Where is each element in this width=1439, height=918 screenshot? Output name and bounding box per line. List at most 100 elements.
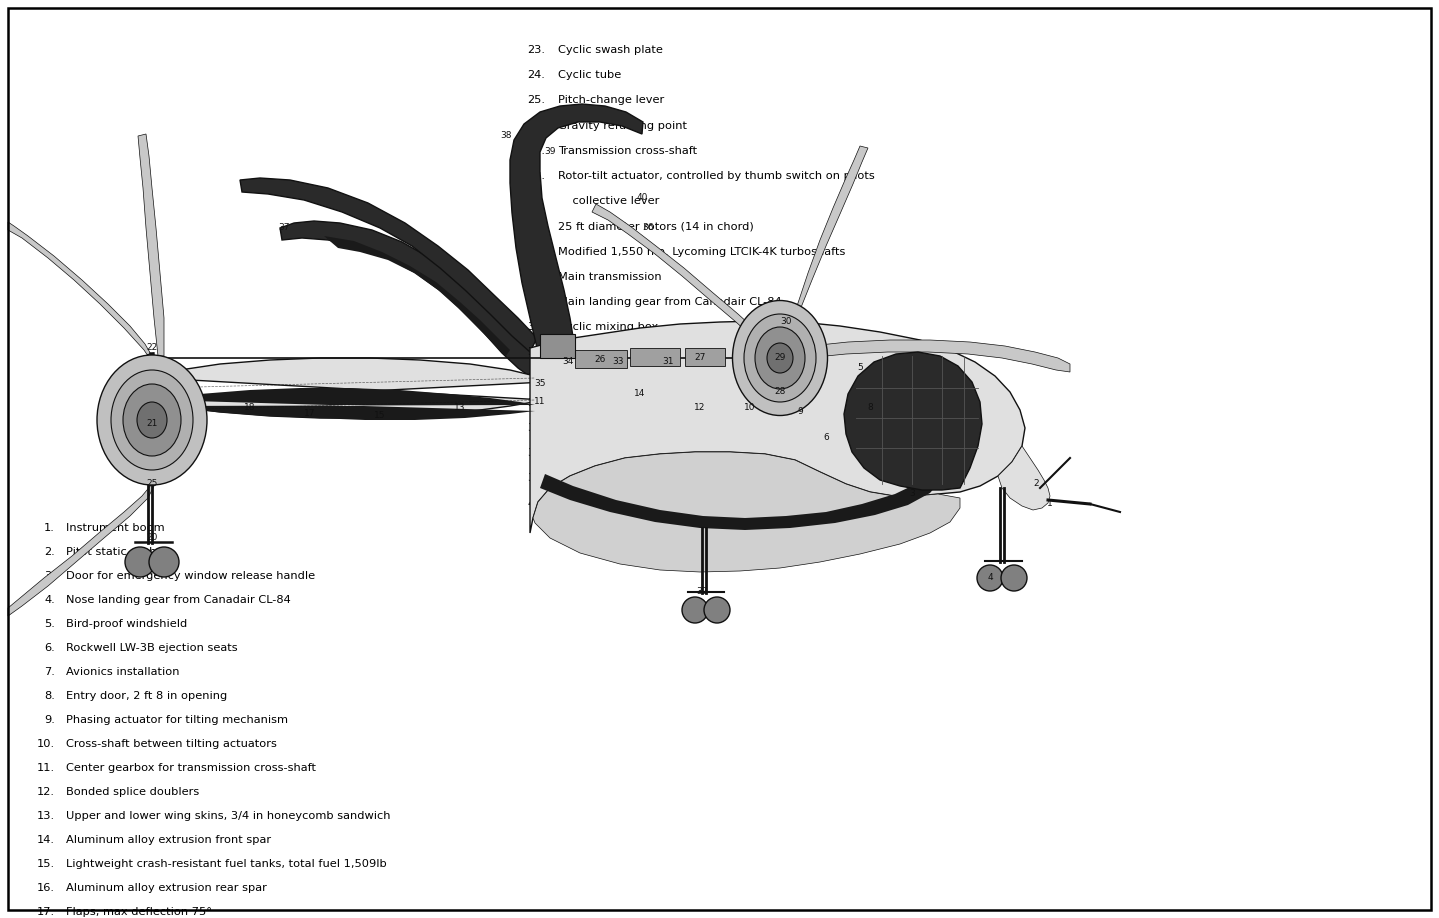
Text: 24.: 24. xyxy=(527,70,545,80)
Ellipse shape xyxy=(755,327,804,389)
Text: 27: 27 xyxy=(694,353,705,363)
Text: 29: 29 xyxy=(774,353,786,363)
Text: 11: 11 xyxy=(534,397,545,407)
Text: 30.: 30. xyxy=(527,247,545,257)
Text: 12: 12 xyxy=(694,404,705,412)
Text: Aluminum alloy extrusion rear spar: Aluminum alloy extrusion rear spar xyxy=(66,883,266,893)
Text: 33: 33 xyxy=(612,357,623,366)
Text: 35: 35 xyxy=(534,379,545,388)
Ellipse shape xyxy=(137,402,167,438)
Text: 17: 17 xyxy=(304,409,315,419)
Text: 8: 8 xyxy=(868,404,873,412)
Text: 11.: 11. xyxy=(37,763,55,773)
Text: 6: 6 xyxy=(823,433,829,442)
Text: 26: 26 xyxy=(594,355,606,364)
Polygon shape xyxy=(509,104,643,348)
Text: Nose landing gear from Canadair CL-84: Nose landing gear from Canadair CL-84 xyxy=(66,595,291,605)
Polygon shape xyxy=(532,452,960,572)
Polygon shape xyxy=(530,321,1025,533)
Text: Main landing gear from Canadair CL-84: Main landing gear from Canadair CL-84 xyxy=(558,297,781,307)
Text: 39: 39 xyxy=(544,148,555,156)
Text: 38.: 38. xyxy=(527,448,545,458)
Text: Navigation light: Navigation light xyxy=(558,498,649,509)
Text: Cross-shaft between tilting actuators: Cross-shaft between tilting actuators xyxy=(66,739,276,749)
Text: Anti-collision light: Anti-collision light xyxy=(558,397,661,408)
Text: 2.: 2. xyxy=(45,547,55,557)
Text: 28: 28 xyxy=(774,387,786,397)
Text: 39.: 39. xyxy=(527,474,545,484)
Text: Entry door, 2 ft 8 in opening: Entry door, 2 ft 8 in opening xyxy=(66,691,227,701)
Text: 32.: 32. xyxy=(527,297,545,307)
Text: Upper and lower wing skins, 3/4 in honeycomb sandwich: Upper and lower wing skins, 3/4 in honey… xyxy=(66,811,390,821)
Polygon shape xyxy=(155,358,545,418)
Text: 40: 40 xyxy=(636,194,648,203)
Polygon shape xyxy=(281,221,537,378)
Ellipse shape xyxy=(732,300,827,416)
Bar xyxy=(576,350,627,368)
Text: 18: 18 xyxy=(245,404,256,412)
Polygon shape xyxy=(591,204,776,356)
Text: Collective mixing box: Collective mixing box xyxy=(558,347,681,357)
Text: Main transmission: Main transmission xyxy=(558,272,662,282)
Text: 34.: 34. xyxy=(527,347,545,357)
Text: Modified 1,550 h.p. Lycoming LTCIK-4K turboshafts: Modified 1,550 h.p. Lycoming LTCIK-4K tu… xyxy=(558,247,845,257)
Text: Rotor-tilt actuator, controlled by thumb switch on pilots: Rotor-tilt actuator, controlled by thumb… xyxy=(558,171,875,181)
Text: Phasing actuator for tilting mechanism: Phasing actuator for tilting mechanism xyxy=(66,715,288,725)
Polygon shape xyxy=(845,352,981,490)
Text: Controls to cockpit via cabin floor: Controls to cockpit via cabin floor xyxy=(558,373,750,383)
Text: 13: 13 xyxy=(455,404,466,412)
Text: 35.: 35. xyxy=(527,373,545,383)
Text: 33.: 33. xyxy=(527,322,545,332)
Polygon shape xyxy=(240,178,537,352)
Text: 28.: 28. xyxy=(527,171,545,181)
Ellipse shape xyxy=(150,547,178,577)
Text: Rockwell LW-3B ejection seats: Rockwell LW-3B ejection seats xyxy=(66,643,237,653)
Text: Cyclic mixing box: Cyclic mixing box xyxy=(558,322,658,332)
Text: 5: 5 xyxy=(858,364,863,373)
Text: Instrument boom: Instrument boom xyxy=(66,523,164,533)
Ellipse shape xyxy=(767,343,793,373)
Text: 9: 9 xyxy=(797,408,803,417)
Polygon shape xyxy=(9,482,155,616)
Text: 3: 3 xyxy=(909,489,915,498)
Text: 40.: 40. xyxy=(527,498,545,509)
Text: 27.: 27. xyxy=(527,146,545,156)
Polygon shape xyxy=(999,446,1050,510)
Text: 4: 4 xyxy=(987,574,993,583)
Text: 37: 37 xyxy=(278,223,289,232)
Text: 13.: 13. xyxy=(37,811,55,821)
Polygon shape xyxy=(9,222,153,362)
Text: VHF aerial: VHF aerial xyxy=(558,448,616,458)
Text: 3.: 3. xyxy=(45,571,55,581)
Text: 4.: 4. xyxy=(45,595,55,605)
Text: Bird-proof windshield: Bird-proof windshield xyxy=(66,619,187,629)
Text: 14: 14 xyxy=(635,389,646,398)
Bar xyxy=(540,334,576,358)
Bar xyxy=(685,348,725,366)
Text: Bonded splice doublers: Bonded splice doublers xyxy=(66,787,199,797)
Text: 32: 32 xyxy=(696,588,708,597)
Text: 15: 15 xyxy=(374,411,386,420)
Text: Pitot static probe: Pitot static probe xyxy=(66,547,164,557)
Text: 8.: 8. xyxy=(45,691,55,701)
Polygon shape xyxy=(324,236,509,356)
Text: 26.: 26. xyxy=(527,120,545,130)
Text: 23.: 23. xyxy=(527,45,545,55)
Text: 20: 20 xyxy=(147,533,158,543)
Ellipse shape xyxy=(1002,565,1027,591)
Text: 30: 30 xyxy=(780,318,791,327)
Text: Pitch-change lever: Pitch-change lever xyxy=(558,95,665,106)
Text: Cyclic tube: Cyclic tube xyxy=(558,70,622,80)
Polygon shape xyxy=(535,360,780,406)
Text: Avionics installation: Avionics installation xyxy=(66,667,180,677)
Text: Gravity refueling point: Gravity refueling point xyxy=(558,120,686,130)
Text: 7.: 7. xyxy=(45,667,55,677)
Polygon shape xyxy=(784,146,868,352)
Text: 14.: 14. xyxy=(37,835,55,845)
Ellipse shape xyxy=(744,314,816,402)
Ellipse shape xyxy=(122,384,181,456)
Bar xyxy=(630,348,681,366)
Text: 37.: 37. xyxy=(527,423,545,433)
Text: 6.: 6. xyxy=(45,643,55,653)
Text: 1.: 1. xyxy=(45,523,55,533)
